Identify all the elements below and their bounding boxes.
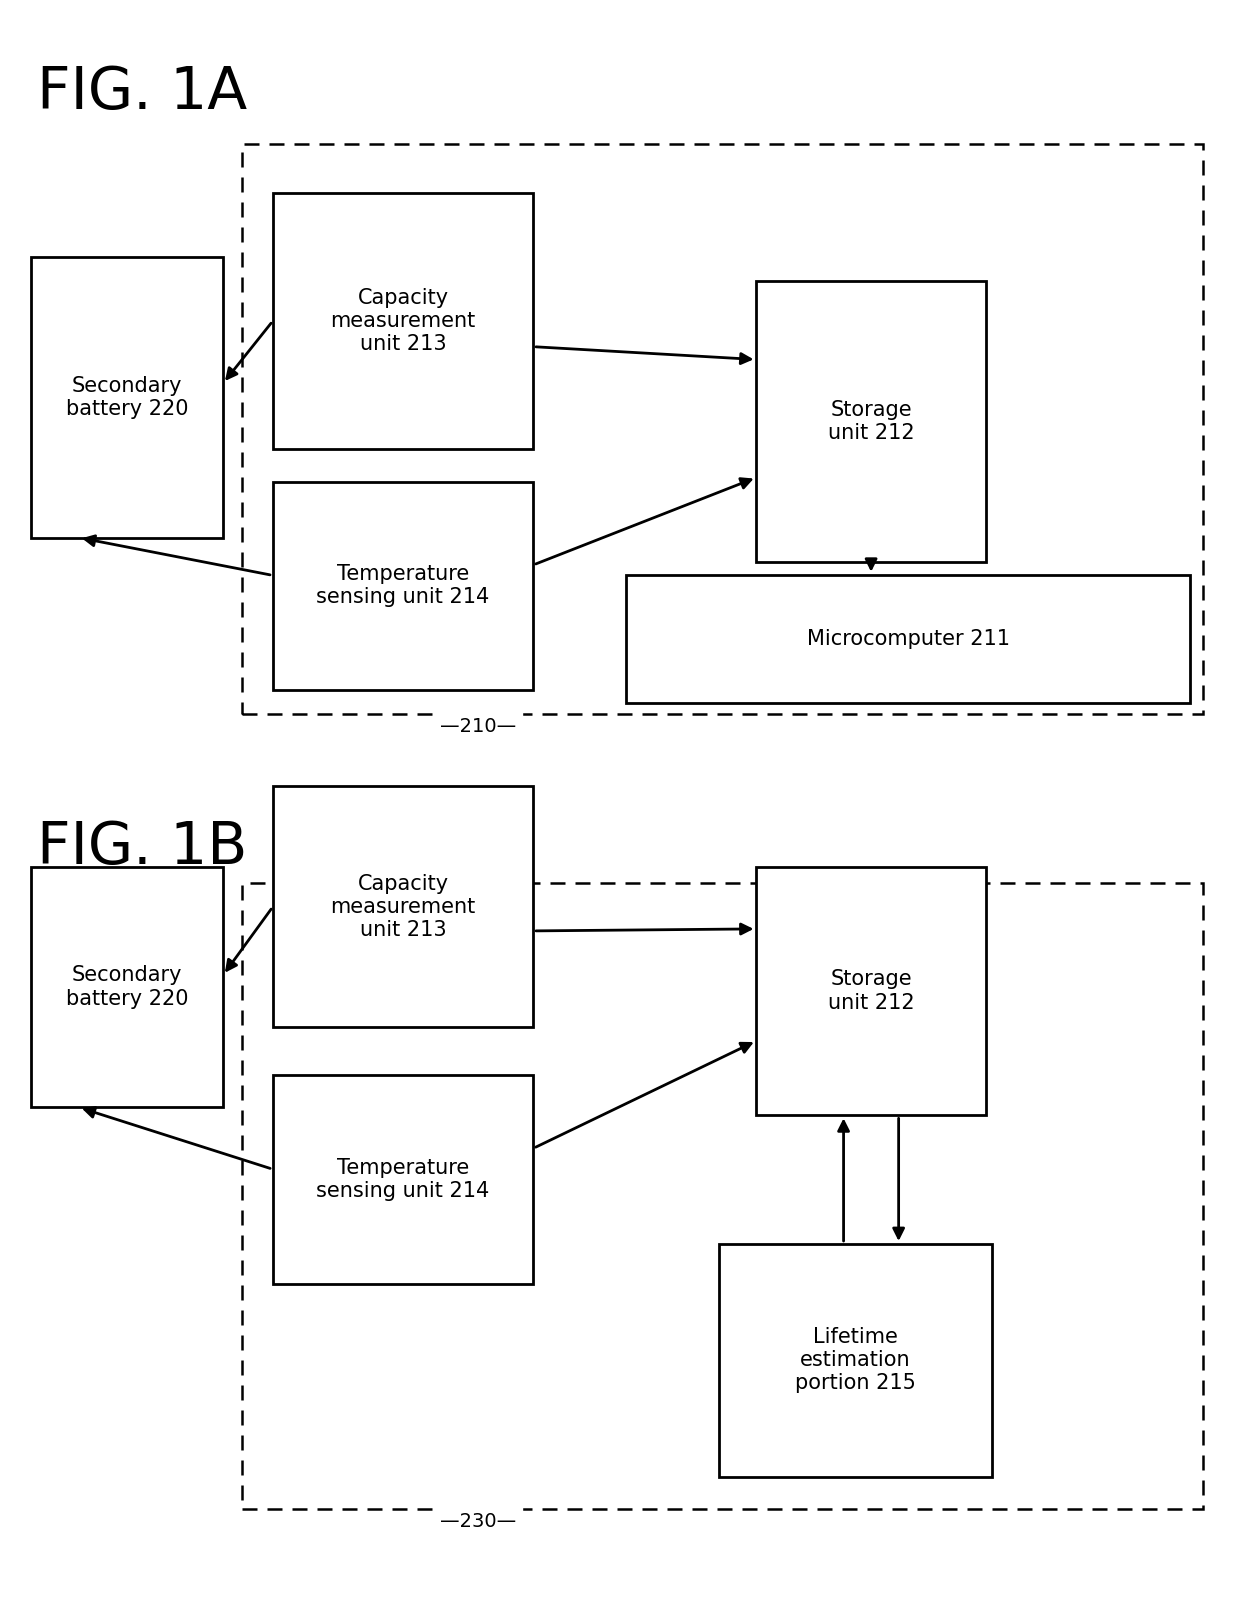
Text: Capacity
measurement
unit 213: Capacity measurement unit 213: [330, 287, 476, 355]
Bar: [273, 193, 533, 449]
Text: Temperature
sensing unit 214: Temperature sensing unit 214: [316, 565, 490, 607]
Bar: [31, 867, 223, 1107]
Bar: [242, 883, 1203, 1509]
Bar: [756, 281, 986, 562]
Text: Lifetime
estimation
portion 215: Lifetime estimation portion 215: [795, 1327, 916, 1393]
Text: Storage
unit 212: Storage unit 212: [828, 969, 914, 1013]
Text: —230—: —230—: [440, 1512, 516, 1531]
Text: Temperature
sensing unit 214: Temperature sensing unit 214: [316, 1159, 490, 1201]
Text: —210—: —210—: [440, 717, 516, 737]
Text: Secondary
battery 220: Secondary battery 220: [66, 376, 188, 419]
Bar: [273, 482, 533, 690]
Bar: [756, 867, 986, 1115]
Text: Secondary
battery 220: Secondary battery 220: [66, 966, 188, 1008]
Bar: [626, 575, 1190, 703]
Text: Microcomputer 211: Microcomputer 211: [807, 629, 1009, 648]
Bar: [273, 786, 533, 1027]
Bar: [31, 257, 223, 538]
Text: FIG. 1B: FIG. 1B: [37, 819, 248, 876]
Bar: [273, 1075, 533, 1284]
Text: Storage
unit 212: Storage unit 212: [828, 400, 914, 443]
Bar: [242, 144, 1203, 714]
Bar: [719, 1244, 992, 1477]
Text: FIG. 1A: FIG. 1A: [37, 64, 247, 122]
Text: Capacity
measurement
unit 213: Capacity measurement unit 213: [330, 873, 476, 941]
